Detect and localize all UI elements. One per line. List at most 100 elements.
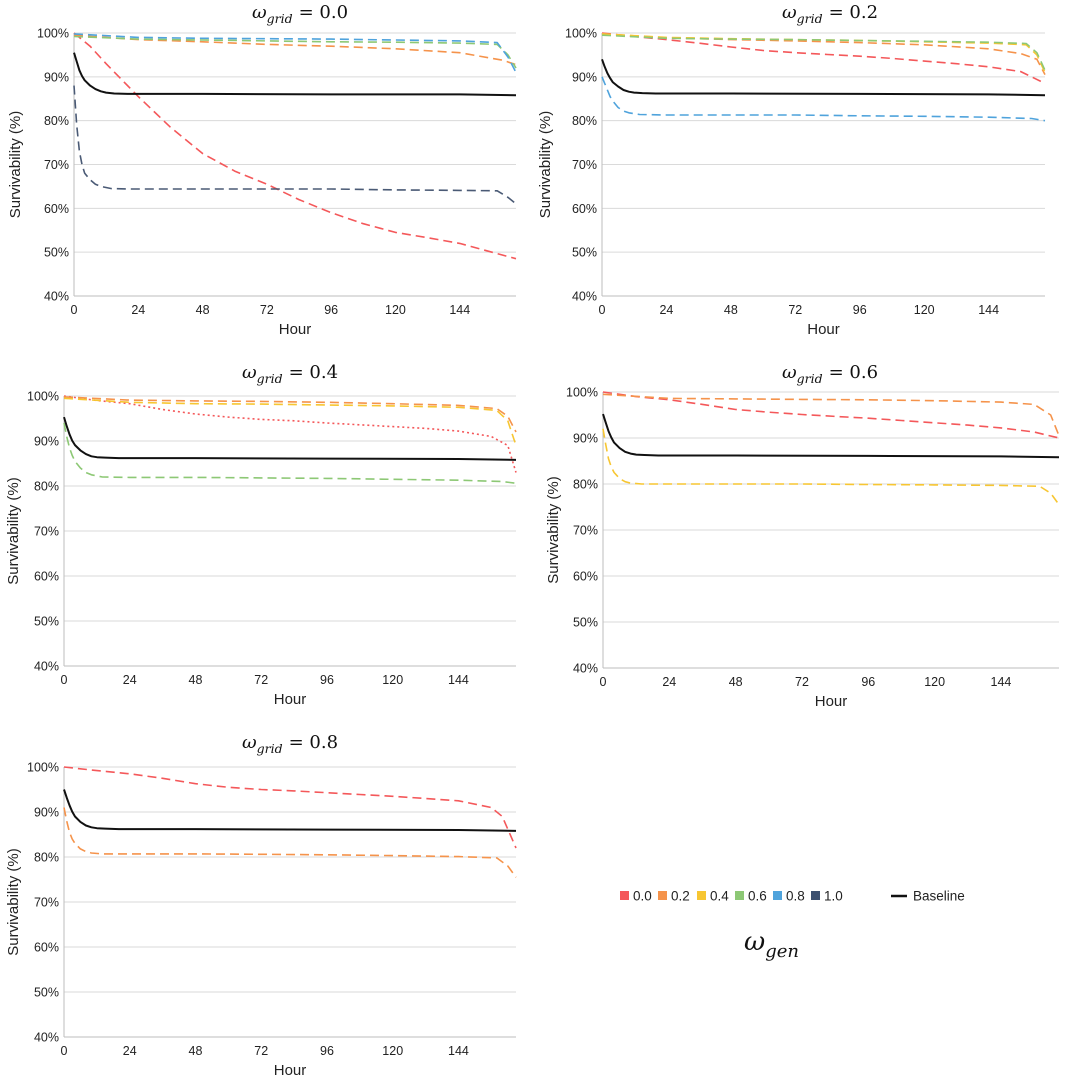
y-tick-label: 70%	[44, 158, 69, 172]
series-line-0.6	[63, 422, 517, 485]
chart-title: ωgrid = 0.4	[242, 362, 338, 386]
y-tick-label: 100%	[37, 27, 69, 41]
x-tick-label: 72	[254, 1044, 268, 1058]
x-axis-label: Hour	[279, 321, 312, 338]
chart-panel-4: 40% 50% 60% 70% 80% 90% 100% 0 24 48 72 96 120 144 Hou…	[5, 732, 517, 1079]
x-tick-label: 72	[260, 303, 274, 317]
legend-label: 0.6	[748, 889, 767, 904]
x-tick-label: 24	[662, 675, 676, 689]
x-tick-label: 120	[382, 673, 403, 687]
legend-swatch	[773, 891, 782, 900]
series-line-0.0	[601, 32, 1046, 85]
title-value: = 0.8	[289, 732, 338, 753]
x-tick-label: 96	[861, 675, 875, 689]
x-tick-label: 120	[385, 303, 406, 317]
x-tick-label: 72	[254, 673, 268, 687]
title-value: = 0.6	[829, 362, 878, 383]
x-tick-label: 48	[724, 303, 738, 317]
series-line-0.6	[601, 34, 1046, 71]
series-line-0.2	[73, 34, 517, 66]
y-tick-label: 60%	[573, 570, 598, 584]
legend-label: 0.0	[633, 889, 652, 904]
x-axis-label: Hour	[274, 691, 307, 708]
x-tick-label: 144	[448, 673, 469, 687]
y-tick-label: 40%	[34, 660, 59, 674]
x-tick-label: 96	[320, 1044, 334, 1058]
x-tick-label: 120	[914, 303, 935, 317]
title-value: = 0.4	[289, 362, 338, 383]
title-subscript: grid	[257, 371, 283, 386]
chart-title: ωgrid = 0.0	[252, 2, 348, 26]
series-line-0.8	[601, 76, 1046, 122]
y-tick-label: 90%	[572, 70, 597, 84]
title-value: = 0.2	[829, 2, 878, 23]
series-line-0.6	[73, 35, 517, 69]
x-tick-label: 48	[196, 303, 210, 317]
title-value: = 0.0	[299, 2, 348, 23]
chart-title: ωgrid = 0.2	[782, 2, 878, 26]
series-line-0.4	[601, 33, 1046, 73]
x-axis-label: Hour	[274, 1062, 307, 1079]
series-line-baseline	[63, 789, 517, 832]
x-axis-label: Hour	[815, 693, 848, 710]
y-tick-label: 60%	[572, 202, 597, 216]
legend: 0.0 0.2 0.4 0.6 0.8 1.0 Baseline	[620, 889, 965, 904]
series-line-1.0	[73, 85, 517, 205]
legend-swatch	[735, 891, 744, 900]
y-tick-label: 90%	[34, 806, 59, 820]
chart-panel-0: 40% 50% 60% 70% 80% 90% 100% 0 24 48 72 96 120 144 Hou…	[7, 2, 517, 338]
legend-label: 0.4	[710, 889, 729, 904]
series-line-0.2	[63, 807, 517, 878]
y-tick-label: 50%	[573, 616, 598, 630]
series-line-baseline	[601, 58, 1046, 97]
y-tick-label: 90%	[573, 432, 598, 446]
y-tick-label: 80%	[34, 480, 59, 494]
y-tick-label: 60%	[34, 570, 59, 584]
y-tick-label: 100%	[27, 761, 59, 775]
title-symbol: ω	[242, 732, 257, 753]
legend-item-1.0: 1.0	[811, 889, 843, 904]
series-line-0.0	[63, 766, 517, 849]
chart-panel-2: 40% 50% 60% 70% 80% 90% 100% 0 24 48 72 96 120 144 Hou…	[5, 362, 517, 708]
y-tick-label: 100%	[27, 390, 59, 404]
y-tick-label: 70%	[572, 158, 597, 172]
series-line-0.8	[73, 33, 517, 73]
y-tick-label: 80%	[572, 114, 597, 128]
y-tick-label: 40%	[34, 1031, 59, 1045]
chart-title: ωgrid = 0.6	[782, 362, 878, 386]
legend-swatch	[811, 891, 820, 900]
x-tick-label: 96	[320, 673, 334, 687]
y-tick-label: 90%	[34, 435, 59, 449]
y-tick-label: 80%	[573, 478, 598, 492]
y-tick-label: 50%	[44, 246, 69, 260]
x-tick-label: 96	[324, 303, 338, 317]
y-tick-label: 50%	[34, 986, 59, 1000]
x-tick-label: 48	[189, 673, 203, 687]
title-symbol: ω	[782, 2, 797, 23]
legend-item-0.6: 0.6	[735, 889, 767, 904]
y-tick-label: 50%	[572, 246, 597, 260]
y-axis-label: Survivability (%)	[7, 111, 24, 219]
y-tick-label: 100%	[565, 27, 597, 41]
x-tick-label: 144	[448, 1044, 469, 1058]
y-tick-label: 90%	[44, 70, 69, 84]
x-tick-label: 144	[991, 675, 1012, 689]
y-tick-label: 70%	[573, 524, 598, 538]
caption-subscript: gen	[765, 941, 799, 962]
y-tick-label: 50%	[34, 615, 59, 629]
x-tick-label: 96	[853, 303, 867, 317]
y-axis-label: Survivability (%)	[5, 848, 22, 956]
x-tick-label: 48	[729, 675, 743, 689]
legend-item-0.2: 0.2	[658, 889, 690, 904]
x-tick-label: 0	[71, 303, 78, 317]
y-tick-label: 60%	[34, 941, 59, 955]
chart-panel-1: 40% 50% 60% 70% 80% 90% 100% 0 24 48 72 96 120 144 Hou…	[537, 2, 1046, 338]
legend-item-0.4: 0.4	[697, 889, 729, 904]
x-tick-label: 0	[61, 1044, 68, 1058]
caption-symbol: ω	[744, 927, 765, 957]
legend-caption: ωgen	[744, 927, 799, 962]
legend-swatch	[620, 891, 629, 900]
x-tick-label: 144	[978, 303, 999, 317]
y-tick-label: 100%	[566, 386, 598, 400]
series-line-0.4	[63, 397, 517, 446]
